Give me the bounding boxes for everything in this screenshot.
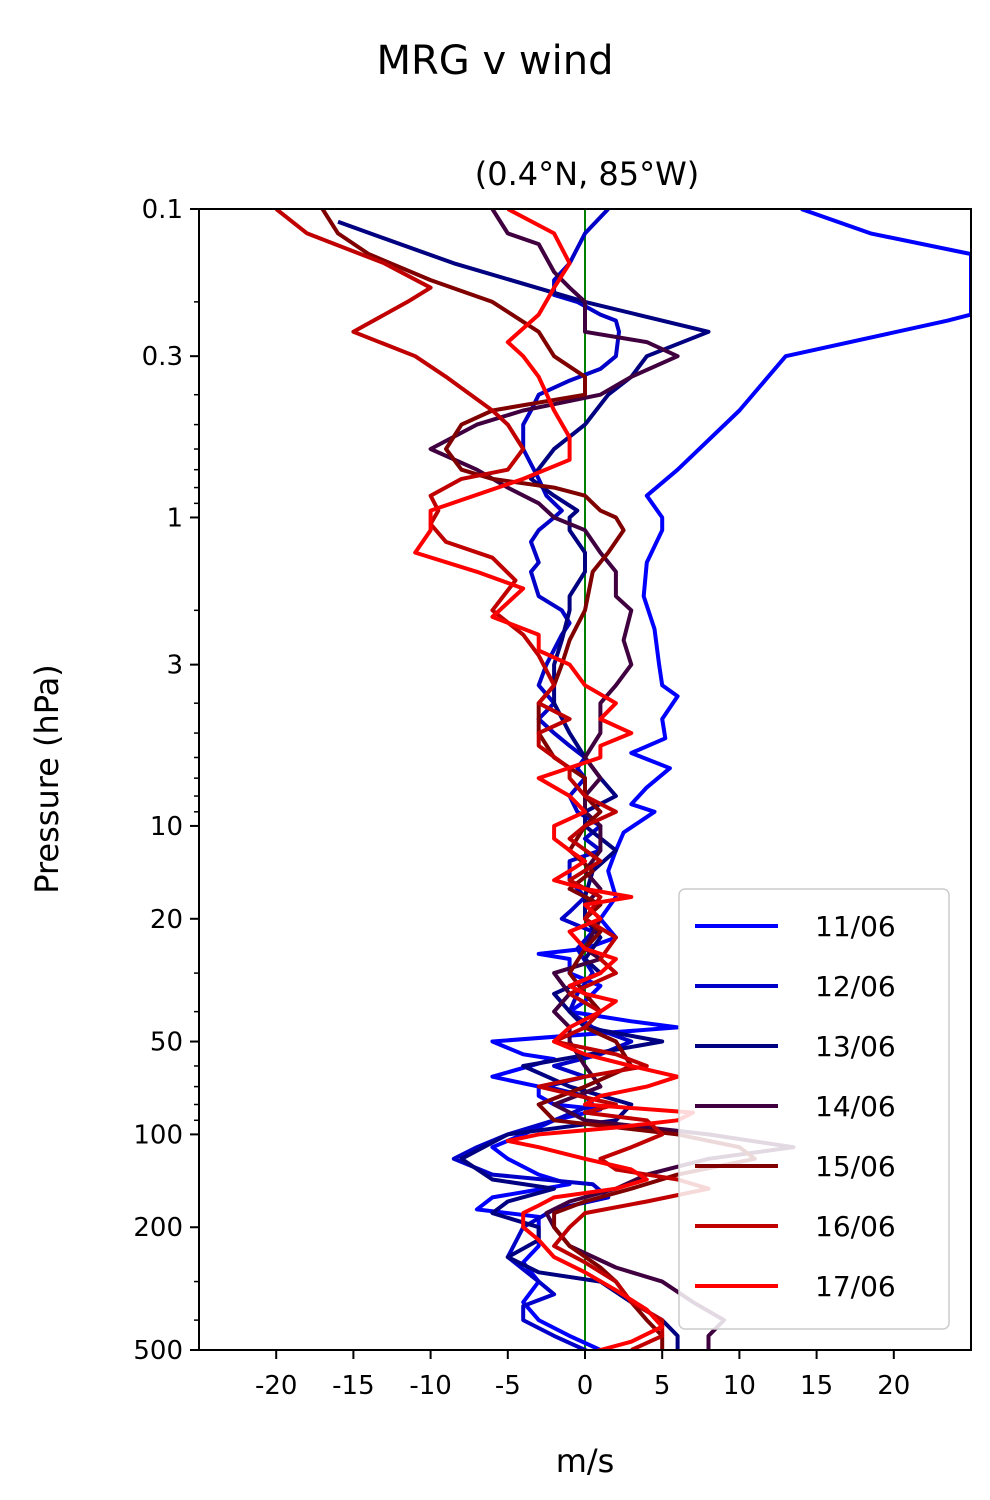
y-tick-label: 500 xyxy=(133,1336,183,1366)
x-tick-label: 15 xyxy=(800,1371,833,1401)
x-tick-label: -15 xyxy=(332,1371,374,1401)
series-line-6 xyxy=(274,209,711,1350)
x-tick-label: 10 xyxy=(723,1371,756,1401)
y-tick-label: 20 xyxy=(150,905,183,935)
series-line-7 xyxy=(413,209,696,1350)
legend-label-3: 13/06 xyxy=(815,1030,896,1063)
x-tick-label: 0 xyxy=(577,1371,594,1401)
legend-label-7: 17/06 xyxy=(815,1270,896,1303)
series-line-1 xyxy=(474,209,971,1350)
y-tick-label: 3 xyxy=(166,651,183,681)
legend-label-6: 16/06 xyxy=(815,1210,896,1243)
x-axis-label: m/s xyxy=(556,1442,615,1480)
x-tick-label: 5 xyxy=(654,1371,671,1401)
y-tick-label: 0.3 xyxy=(142,342,183,372)
x-tick-label: -20 xyxy=(255,1371,297,1401)
y-tick-label: 100 xyxy=(133,1120,183,1150)
figure-title: MRG v wind xyxy=(377,38,614,84)
axes-title: (0.4°N, 85°W) xyxy=(475,155,700,193)
series-line-2 xyxy=(451,209,634,1350)
y-tick-label: 200 xyxy=(133,1213,183,1243)
legend-label-4: 14/06 xyxy=(815,1090,896,1123)
series-layer xyxy=(274,209,971,1350)
y-tick-label: 10 xyxy=(150,812,183,842)
x-tick-label: -10 xyxy=(409,1371,451,1401)
x-tick-label: -5 xyxy=(495,1371,521,1401)
y-tick-label: 1 xyxy=(166,503,183,533)
legend-label-2: 12/06 xyxy=(815,970,896,1003)
y-tick-label: 50 xyxy=(150,1028,183,1058)
y-axis-label: Pressure (hPa) xyxy=(28,664,66,894)
x-tick-label: 20 xyxy=(877,1371,910,1401)
x-axis-ticks: -20 -15 -10 -5 0 5 10 15 20 xyxy=(255,1350,910,1401)
y-axis-ticks: 0.1 0.3 1 3 10 20 50 100 200 500 xyxy=(133,195,199,1366)
legend-label-5: 15/06 xyxy=(815,1150,896,1183)
y-tick-label: 0.1 xyxy=(142,195,183,225)
legend-label-1: 11/06 xyxy=(815,910,896,943)
legend: 11/06 12/06 13/06 14/06 15/06 16/06 17/06 xyxy=(678,888,950,1330)
legend-box xyxy=(678,888,950,1330)
